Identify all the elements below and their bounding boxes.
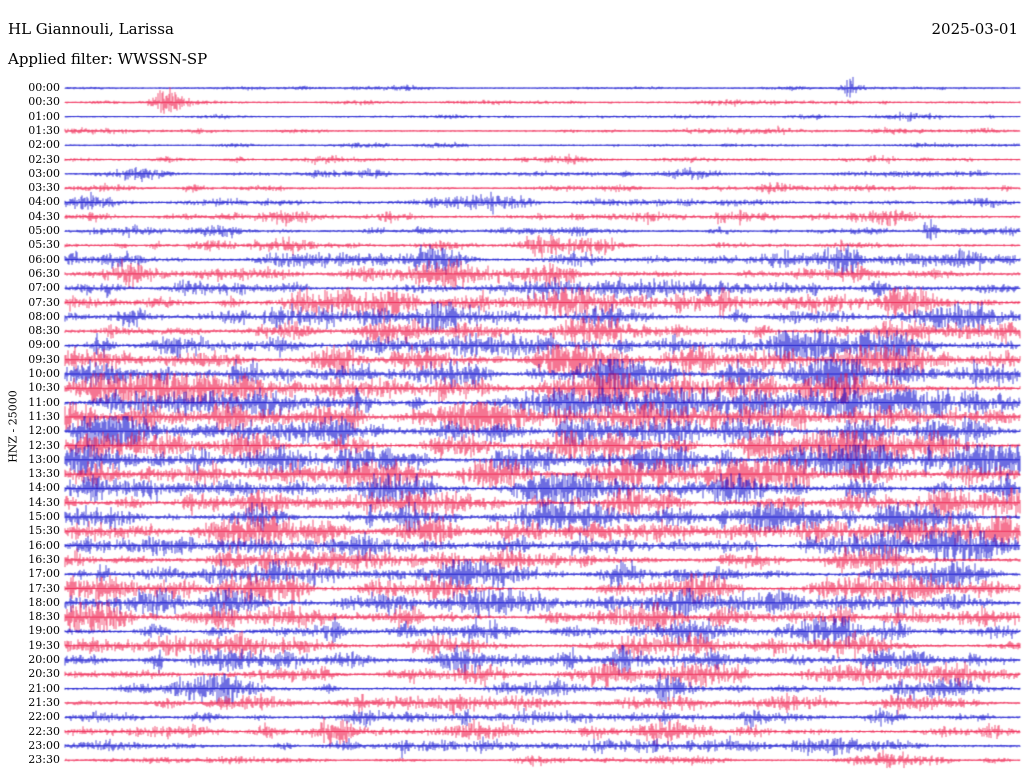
time-label: 15:30: [28, 524, 60, 538]
time-label: 13:30: [28, 467, 60, 481]
station-title: HL Giannouli, Larissa: [8, 20, 174, 38]
time-label: 06:30: [28, 266, 60, 280]
time-label: 03:30: [28, 181, 60, 195]
time-label: 08:00: [28, 309, 60, 323]
time-label: 22:00: [28, 710, 60, 724]
time-label: 16:30: [28, 552, 60, 566]
time-label: 05:00: [28, 224, 60, 237]
time-label: 10:30: [28, 381, 60, 395]
time-label: 09:30: [28, 352, 60, 366]
time-label: 07:00: [28, 281, 60, 295]
time-label: 01:30: [28, 123, 60, 137]
time-label: 12:00: [28, 424, 60, 438]
time-label: 02:00: [28, 138, 60, 152]
time-label: 04:30: [28, 209, 60, 223]
time-label: 05:30: [28, 238, 60, 252]
time-label: 08:30: [28, 324, 60, 338]
time-label: 21:30: [28, 695, 60, 709]
time-label: 18:00: [28, 595, 60, 609]
time-label: 06:00: [28, 252, 60, 266]
time-label: 02:30: [28, 152, 60, 166]
time-label: 17:30: [28, 581, 60, 595]
time-label: 20:30: [28, 667, 60, 681]
filter-label: Applied filter: WWSSN-SP: [8, 50, 208, 68]
time-label: 23:30: [28, 753, 60, 767]
time-label: 17:00: [28, 567, 60, 581]
time-label: 15:00: [28, 510, 60, 523]
time-label: 19:30: [28, 638, 60, 652]
time-label: 22:30: [28, 724, 60, 738]
time-label: 03:00: [28, 166, 60, 180]
time-label: 07:30: [28, 295, 60, 309]
time-label: 00:30: [28, 95, 60, 109]
time-label: 01:00: [28, 109, 60, 123]
time-label: 11:00: [28, 395, 60, 409]
time-label: 00:00: [28, 81, 60, 94]
time-label: 04:00: [28, 195, 60, 209]
time-label: 14:30: [28, 495, 60, 509]
time-label: 23:00: [28, 738, 60, 752]
time-label: 12:30: [28, 438, 60, 452]
time-label: 10:00: [28, 367, 60, 380]
time-label: 20:00: [28, 653, 60, 666]
time-label: 09:00: [28, 338, 60, 352]
time-label: 21:00: [28, 681, 60, 695]
time-label: 11:30: [28, 409, 60, 423]
plot-date: 2025-03-01: [931, 20, 1018, 38]
time-label: 14:00: [28, 481, 60, 495]
time-label: 19:00: [28, 624, 60, 638]
time-label: 16:00: [28, 538, 60, 552]
time-label: 13:00: [28, 452, 60, 466]
time-label: 18:30: [28, 610, 60, 624]
